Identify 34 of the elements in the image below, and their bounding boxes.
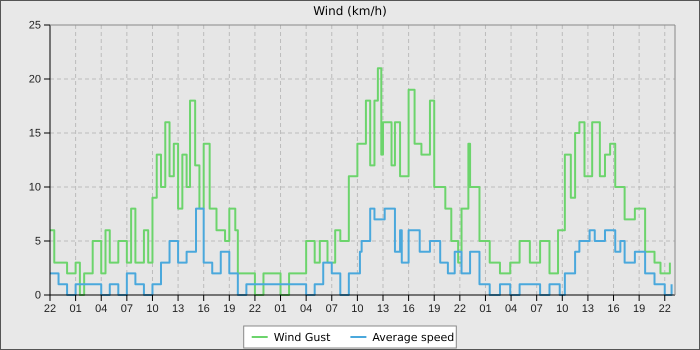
x-tick-label: 16 [607, 302, 620, 315]
x-tick-label: 01 [479, 302, 492, 315]
x-tick-label: 07 [530, 302, 543, 315]
x-tick-label: 07 [326, 302, 338, 315]
x-tick-label: 04 [300, 302, 312, 315]
x-tick-label: 16 [402, 302, 415, 315]
x-tick-label: 19 [633, 302, 646, 315]
x-tick-label: 10 [351, 302, 364, 315]
y-tick-label: 20 [28, 74, 41, 86]
x-tick-label: 01 [274, 302, 287, 315]
x-tick-label: 13 [582, 302, 594, 315]
y-tick-label: 5 [34, 236, 41, 248]
x-tick-label: 10 [556, 302, 568, 315]
x-tick-label: 22 [44, 302, 56, 315]
y-tick-label: 25 [28, 20, 41, 32]
x-tick-label: 04 [504, 302, 518, 315]
x-tick-label: 13 [376, 302, 390, 315]
chart-title: Wind (km/h) [313, 4, 387, 18]
y-tick-label: 15 [28, 128, 41, 140]
y-tick-label: 0 [34, 290, 41, 302]
x-tick-label: 01 [69, 302, 82, 315]
x-tick-label: 07 [120, 302, 133, 315]
x-tick-label: 16 [198, 302, 210, 315]
x-tick-label: 22 [658, 302, 671, 315]
x-tick-label: 19 [223, 302, 236, 315]
y-tick-label: 10 [28, 182, 41, 194]
legend-label: Wind Gust [274, 331, 332, 344]
legend-label: Average speed [372, 331, 454, 344]
x-tick-label: 10 [146, 302, 159, 315]
x-tick-label: 19 [428, 302, 440, 315]
x-tick-label: 13 [172, 302, 184, 315]
x-tick-label: 22 [248, 302, 262, 315]
x-tick-label: 22 [454, 302, 466, 315]
x-tick-label: 04 [95, 302, 108, 315]
